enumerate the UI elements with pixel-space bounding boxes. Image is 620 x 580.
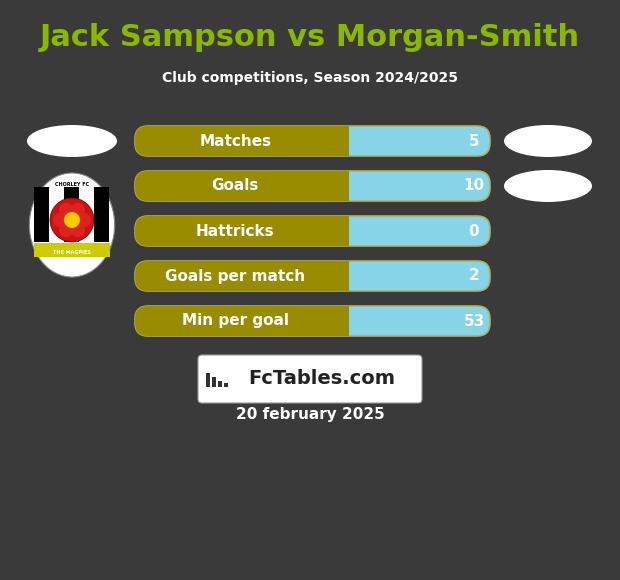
Ellipse shape xyxy=(29,173,115,277)
Circle shape xyxy=(53,213,67,227)
Text: Club competitions, Season 2024/2025: Club competitions, Season 2024/2025 xyxy=(162,71,458,85)
Text: 10: 10 xyxy=(463,179,485,194)
Bar xyxy=(335,261,348,291)
Bar xyxy=(335,216,348,246)
FancyBboxPatch shape xyxy=(135,261,348,291)
Bar xyxy=(94,187,109,242)
Bar xyxy=(34,187,49,242)
Bar xyxy=(34,243,110,257)
FancyBboxPatch shape xyxy=(135,306,348,336)
FancyBboxPatch shape xyxy=(135,171,348,201)
Text: 2: 2 xyxy=(469,269,479,284)
Bar xyxy=(79,187,94,242)
Ellipse shape xyxy=(27,125,117,157)
Bar xyxy=(206,373,210,387)
Text: 5: 5 xyxy=(469,133,479,148)
Ellipse shape xyxy=(504,170,592,202)
Bar xyxy=(224,383,228,387)
FancyBboxPatch shape xyxy=(135,261,490,291)
Circle shape xyxy=(71,223,85,237)
Text: Min per goal: Min per goal xyxy=(182,314,289,328)
Bar xyxy=(335,126,348,156)
Text: Goals: Goals xyxy=(211,179,259,194)
FancyBboxPatch shape xyxy=(135,171,490,201)
Bar xyxy=(335,171,348,201)
Text: Hattricks: Hattricks xyxy=(196,223,275,238)
Bar xyxy=(212,377,216,387)
Circle shape xyxy=(77,213,91,227)
FancyBboxPatch shape xyxy=(135,126,348,156)
Circle shape xyxy=(59,202,73,216)
FancyBboxPatch shape xyxy=(135,306,490,336)
FancyBboxPatch shape xyxy=(198,355,422,403)
FancyBboxPatch shape xyxy=(135,216,348,246)
Ellipse shape xyxy=(504,125,592,157)
Text: Goals per match: Goals per match xyxy=(165,269,306,284)
Circle shape xyxy=(59,223,73,237)
Text: 53: 53 xyxy=(463,314,485,328)
Bar xyxy=(49,187,64,242)
FancyBboxPatch shape xyxy=(135,216,490,246)
Text: Matches: Matches xyxy=(199,133,272,148)
Text: CHORLEY FC: CHORLEY FC xyxy=(55,183,89,187)
Bar xyxy=(218,381,222,387)
Text: Jack Sampson vs Morgan-Smith: Jack Sampson vs Morgan-Smith xyxy=(40,24,580,53)
Text: FcTables.com: FcTables.com xyxy=(249,369,396,389)
Text: THE MAGPIES: THE MAGPIES xyxy=(53,251,91,256)
Circle shape xyxy=(50,198,94,242)
Text: 0: 0 xyxy=(469,223,479,238)
Circle shape xyxy=(64,212,80,228)
Circle shape xyxy=(71,202,85,216)
Bar xyxy=(64,187,79,242)
Bar xyxy=(335,306,348,336)
FancyBboxPatch shape xyxy=(135,126,490,156)
Text: 20 february 2025: 20 february 2025 xyxy=(236,408,384,422)
